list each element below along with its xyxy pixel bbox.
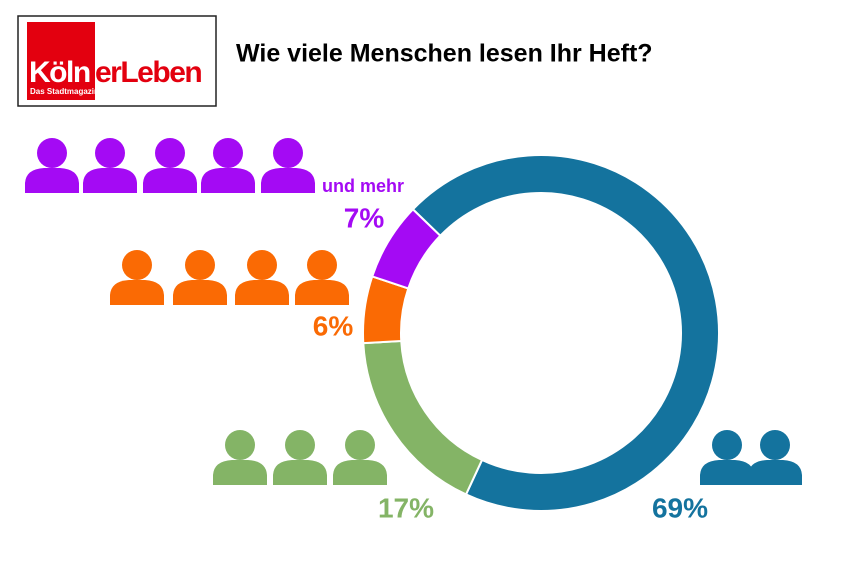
person-icon [700, 460, 754, 485]
person-icon [213, 138, 243, 168]
person-icon [295, 280, 349, 305]
value-label: 69% [652, 492, 708, 523]
person-icon [173, 280, 227, 305]
person-icon [247, 250, 277, 280]
value-label: 6% [313, 310, 354, 341]
person-icon [185, 250, 215, 280]
person-icon [213, 460, 267, 485]
person-icon [201, 168, 255, 193]
person-icon [122, 250, 152, 280]
annotation: und mehr [322, 176, 404, 196]
person-icon [110, 280, 164, 305]
person-icon [345, 430, 375, 460]
value-label: 17% [378, 492, 434, 523]
chart-title: Wie viele Menschen lesen Ihr Heft? [236, 40, 653, 68]
person-icon [25, 168, 79, 193]
value-label: 7% [344, 202, 385, 233]
donut-segment [411, 154, 720, 512]
person-icon [760, 430, 790, 460]
person-icon [285, 430, 315, 460]
person-icon [273, 460, 327, 485]
person-icon [155, 138, 185, 168]
person-icon [37, 138, 67, 168]
person-icon [333, 460, 387, 485]
logo-text: erLeben [95, 56, 201, 89]
person-icon [143, 168, 197, 193]
logo-text: Köln [29, 56, 90, 89]
person-icon [273, 138, 303, 168]
person-icon [261, 168, 315, 193]
person-icon [225, 430, 255, 460]
person-icon [235, 280, 289, 305]
logo-subtitle: Das Stadtmagazin [30, 87, 99, 96]
person-icon [748, 460, 802, 485]
person-icon [307, 250, 337, 280]
person-icon [95, 138, 125, 168]
person-icon [83, 168, 137, 193]
person-icon [712, 430, 742, 460]
logo-box [27, 22, 95, 100]
donut-segment [370, 207, 442, 290]
